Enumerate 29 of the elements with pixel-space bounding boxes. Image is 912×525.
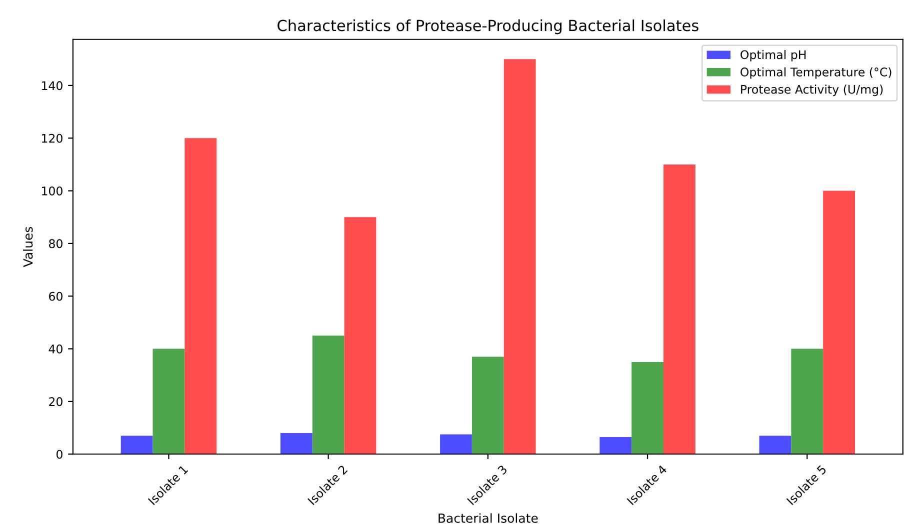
bar bbox=[759, 436, 792, 454]
legend-label: Protease Activity (U/mg) bbox=[741, 84, 883, 96]
chart-title: Characteristics of Protease-Producing Bacterial Isolates bbox=[278, 19, 698, 34]
bar bbox=[663, 164, 696, 454]
y-tick-label: 60 bbox=[49, 292, 62, 301]
bar bbox=[312, 336, 344, 454]
y-tick-label: 20 bbox=[49, 397, 62, 406]
bar bbox=[823, 190, 855, 454]
bar bbox=[791, 348, 824, 454]
legend-label: Optimal pH bbox=[740, 50, 806, 62]
y-tick-label: 120 bbox=[42, 134, 62, 143]
y-axis-title: Values bbox=[23, 226, 33, 268]
bar bbox=[632, 362, 664, 454]
y-tick-label: 0 bbox=[56, 450, 62, 459]
legend-label: Optimal Temperature (°C) bbox=[740, 67, 892, 79]
bar bbox=[504, 59, 536, 454]
y-tick-label: 80 bbox=[49, 239, 62, 248]
y-tick-label: 140 bbox=[42, 81, 62, 90]
bar bbox=[120, 436, 153, 454]
bar bbox=[344, 217, 376, 454]
bar bbox=[440, 434, 472, 454]
x-axis-title: Bacterial Isolate bbox=[438, 513, 538, 523]
y-tick-label: 40 bbox=[48, 344, 62, 354]
bar bbox=[600, 437, 632, 454]
y-tick-label: 100 bbox=[42, 186, 62, 196]
bar bbox=[152, 348, 185, 454]
bar bbox=[184, 138, 217, 454]
bar bbox=[280, 433, 312, 454]
bar bbox=[472, 356, 504, 454]
